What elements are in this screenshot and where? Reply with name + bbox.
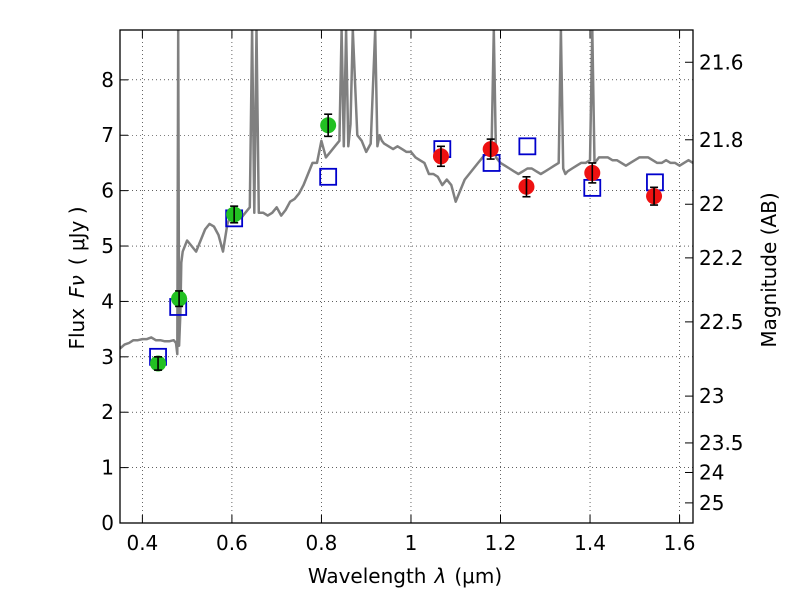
mag-tick-label: 24 — [699, 460, 724, 484]
y-tick-label: 1 — [101, 456, 114, 480]
mag-tick-label: 21.6 — [699, 50, 744, 74]
spectrum-layer — [120, 30, 693, 356]
mag-tick-label: 23 — [699, 384, 724, 408]
x-tick-label: 1 — [405, 531, 418, 555]
x-axis-title: Wavelength λ (μm) — [308, 564, 502, 588]
tick-layer: 0.4 0.6 0.8 1 1.2 1.4 1.601234567821.621.82222… — [101, 30, 744, 555]
y-tick-label: 0 — [101, 511, 114, 535]
mag-tick-label: 22 — [699, 192, 724, 216]
y-tick-label: 5 — [101, 234, 114, 258]
spectrum-line — [120, 30, 693, 356]
x-tick-label: 1.6 — [664, 531, 696, 555]
x-tick-label: 0.6 — [216, 531, 248, 555]
y-tick-label: 2 — [101, 400, 114, 424]
mag-tick-label: 21.8 — [699, 128, 744, 152]
model-square — [319, 167, 338, 186]
x-tick-label: 1.4 — [574, 531, 606, 555]
mag-tick-label: 25 — [699, 491, 724, 515]
y-tick-label: 6 — [101, 179, 114, 203]
y-tick-label: 8 — [101, 68, 114, 92]
y-tick-label: 7 — [101, 123, 114, 147]
mag-tick-label: 22.2 — [699, 246, 744, 270]
mag-tick-label: 22.5 — [699, 310, 744, 334]
plot-frame — [119, 29, 694, 524]
y-axis-title: FluxFν( μJy ) — [65, 206, 89, 349]
grid-layer — [120, 30, 693, 523]
y-tick-label: 4 — [101, 289, 114, 313]
observation-layer — [150, 113, 663, 372]
mag-tick-label: 23.5 — [699, 431, 744, 455]
x-tick-label: 1.2 — [485, 531, 517, 555]
x-tick-label: 0.4 — [126, 531, 158, 555]
x-tick-label: 0.8 — [306, 531, 338, 555]
model-square — [518, 137, 537, 156]
y2-axis-title: Magnitude (AB) — [757, 192, 781, 347]
y-tick-label: 3 — [101, 345, 114, 369]
